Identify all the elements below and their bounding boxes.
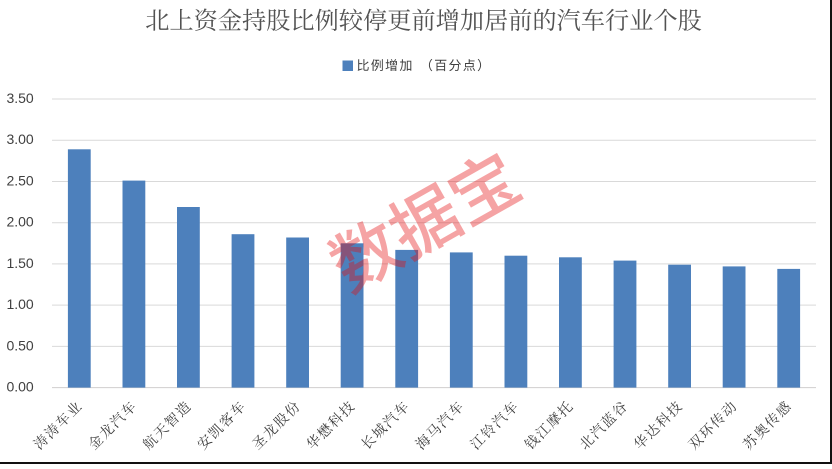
svg-text:0.00: 0.00 xyxy=(6,379,33,395)
svg-text:0.50: 0.50 xyxy=(6,337,33,353)
svg-text:3.00: 3.00 xyxy=(6,131,33,147)
svg-text:1.00: 1.00 xyxy=(6,296,33,312)
svg-text:1.50: 1.50 xyxy=(6,255,33,271)
svg-text:2.50: 2.50 xyxy=(6,173,33,189)
svg-text:3.50: 3.50 xyxy=(6,90,33,106)
svg-text:2.00: 2.00 xyxy=(6,214,33,230)
